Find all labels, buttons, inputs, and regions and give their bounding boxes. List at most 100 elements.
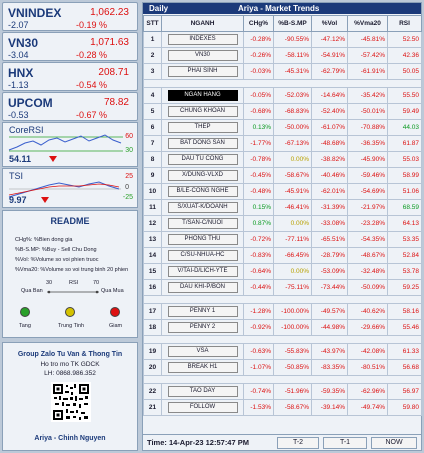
row-chg: -0.44%: [243, 279, 274, 296]
row-vma: -45.90%: [347, 151, 388, 168]
row-vol: -59.35%: [311, 383, 348, 400]
row-chg: 0.13%: [243, 119, 274, 136]
row-vol: -62.79%: [311, 63, 348, 80]
tsi-signal-line: [8, 183, 120, 196]
row-chg: -0.74%: [243, 383, 274, 400]
row-rsi: 55.50: [387, 87, 422, 104]
table-spacer-row: [143, 295, 422, 304]
row-vma: -57.42%: [347, 47, 388, 64]
sector-button[interactable]: B/LE-CONG NGHE: [167, 186, 238, 197]
sector-button[interactable]: INDEXES: [167, 34, 238, 45]
row-name-cell: TAO DAY: [161, 383, 244, 400]
readme-line: %Vma20: %Volume so voi trung binh 20 phi…: [15, 267, 129, 273]
index-card-vn30[interactable]: VN30 1,071.63 -3.04 -0.28 %: [2, 32, 138, 61]
row-name-cell: PHONG THU: [161, 231, 244, 248]
t2-button[interactable]: T-2: [277, 437, 319, 449]
time-label: Time: 14-Apr-23 12:57:47 PM: [147, 438, 249, 447]
readme-line: %Vol: %Volume so voi phien truoc: [15, 257, 99, 263]
table-spacer-row: [143, 79, 422, 88]
header-stt: STT: [143, 15, 162, 32]
table-row: 6 THEP 0.13% -50.00% -61.07% -70.88% 44.03: [143, 119, 422, 136]
sector-button[interactable]: BREAK H1: [167, 362, 238, 373]
now-button[interactable]: NOW: [371, 437, 417, 449]
sector-button[interactable]: VN30: [167, 50, 238, 61]
spacer-cell: [143, 335, 422, 344]
row-vma: -70.88%: [347, 119, 388, 136]
row-rsi: 52.50: [387, 31, 422, 48]
row-name-cell: FOLLOW: [161, 399, 244, 416]
rsi-scale-line: [47, 290, 99, 294]
sector-button[interactable]: TAO DAY: [167, 386, 238, 397]
sector-button[interactable]: DAU TU CONG: [167, 154, 238, 165]
table-row: 4 NGAN HANG -0.05% -52.03% -14.64% -35.42% 55.…: [143, 87, 422, 104]
spacer-cell: [143, 295, 422, 304]
table-row: 19 VSA -0.63% -55.83% -43.97% -42.08% 61.33: [143, 343, 422, 360]
sector-button[interactable]: X/DUNG-VLXD: [167, 170, 238, 181]
row-bs: 0.00%: [273, 263, 312, 280]
row-chg: -0.45%: [243, 167, 274, 184]
sector-button[interactable]: C/SU-NHUA-HC: [167, 250, 238, 261]
row-vol: -33.08%: [311, 215, 348, 232]
table-row: 2 VN30 -0.26% -58.11% -54.91% -57.42% 42.36: [143, 47, 422, 64]
table-row: 15 V/TAI-D/LICH-YTE -0.64% 0.00% -53.09% -32.…: [143, 263, 422, 280]
tsi-title: TSI: [9, 171, 24, 181]
sector-button[interactable]: PENNY 2: [167, 322, 238, 333]
sector-button[interactable]: NGAN HANG: [167, 90, 238, 101]
row-bs: -45.91%: [273, 183, 312, 200]
row-stt: 17: [143, 303, 162, 320]
readme-panel: README CHg%: %Bien dong gia %B-S.MP: %Bu…: [2, 210, 138, 338]
row-vma: -21.97%: [347, 199, 388, 216]
sector-button[interactable]: PHONG THU: [167, 234, 238, 245]
index-card-upcom[interactable]: UPCOM 78.82 -0.53 -0.67 %: [2, 92, 138, 121]
index-price: 78.82: [103, 97, 129, 108]
row-name-cell: THEP: [161, 119, 244, 136]
sector-button[interactable]: BAT DONG SAN: [167, 138, 238, 149]
trung-tinh-label: Trung Tinh: [58, 323, 85, 329]
spacer-cell: [143, 79, 422, 88]
row-rsi: 52.84: [387, 247, 422, 264]
sector-button[interactable]: T/SAN-C/NUOI: [167, 218, 238, 229]
index-card-hnx[interactable]: HNX 208.71 -1.13 -0.54 %: [2, 62, 138, 91]
sector-button[interactable]: THEP: [167, 122, 238, 133]
sector-button[interactable]: DAU KHI-P/BON: [167, 282, 238, 293]
t1-button[interactable]: T-1: [323, 437, 367, 449]
row-rsi: 55.46: [387, 319, 422, 336]
row-stt: 15: [143, 263, 162, 280]
row-rsi: 59.25: [387, 279, 422, 296]
table-header-row: STT NGANH CHg% %B-S.MP %Vol %Vma20 RSI: [143, 15, 422, 32]
row-chg: -0.78%: [243, 151, 274, 168]
table-spacer-row: [143, 335, 422, 344]
footer-bar: Time: 14-Apr-23 12:57:47 PM T-2 T-1 NOW: [143, 434, 421, 450]
row-chg: -0.72%: [243, 231, 274, 248]
table-row: 1 INDEXES -0.28% -90.55% -47.12% -45.81% 52.50: [143, 31, 422, 48]
sector-button[interactable]: S/XUAT-K/DOANH: [167, 202, 238, 213]
index-pct: -0.67 %: [75, 110, 107, 120]
sector-button[interactable]: PENNY 1: [167, 306, 238, 317]
rsi-label: RSI: [69, 280, 79, 286]
row-vma: -59.46%: [347, 167, 388, 184]
row-name-cell: PENNY 2: [161, 319, 244, 336]
row-bs: -68.83%: [273, 103, 312, 120]
sector-button[interactable]: V/TAI-D/LICH-YTE: [167, 266, 238, 277]
sector-button[interactable]: PHAI SINH: [167, 66, 238, 77]
row-chg: -0.92%: [243, 319, 274, 336]
yellow-light-icon: [65, 307, 75, 317]
table-row: 13 PHONG THU -0.72% -77.11% -65.51% -54.35% 53…: [143, 231, 422, 248]
sector-button[interactable]: CHUNG KHOAN: [167, 106, 238, 117]
header-vol: %Vol: [311, 15, 348, 32]
sector-button[interactable]: VSA: [167, 346, 238, 357]
giam-label: Giam: [109, 323, 123, 329]
row-bs: -55.83%: [273, 343, 312, 360]
row-chg: -0.63%: [243, 343, 274, 360]
core-rsi-panel: CoreRSI 60 30 54.11: [2, 122, 138, 167]
row-rsi: 50.05: [387, 63, 422, 80]
row-bs: -58.67%: [273, 399, 312, 416]
down-arrow-icon: [49, 156, 57, 162]
row-bs: 0.00%: [273, 215, 312, 232]
sector-button[interactable]: FOLLOW: [167, 402, 238, 413]
index-name: HNX: [8, 66, 34, 80]
row-rsi: 59.49: [387, 103, 422, 120]
title-left: Daily: [149, 4, 169, 13]
row-vol: -43.97%: [311, 343, 348, 360]
index-card-vnindex[interactable]: VNINDEX 1,062.23 -2.07 -0.19 %: [2, 2, 138, 31]
